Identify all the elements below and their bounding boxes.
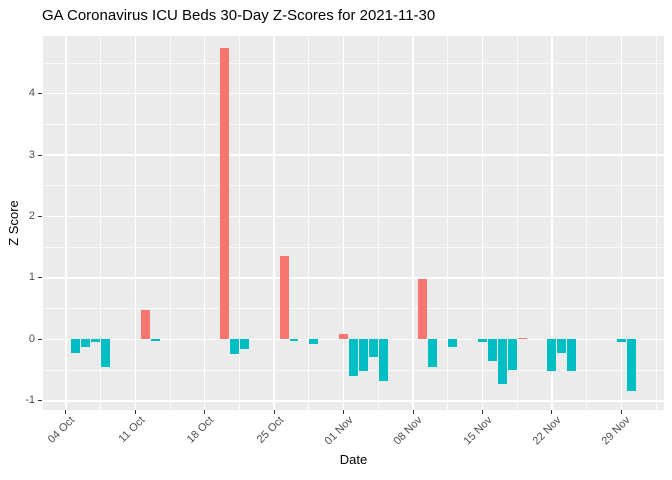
bar bbox=[616, 339, 626, 342]
y-tick-mark bbox=[38, 154, 42, 156]
bar bbox=[81, 339, 91, 348]
y-tick-mark bbox=[38, 93, 42, 95]
bar bbox=[349, 339, 358, 377]
gridline-minor-vertical bbox=[655, 36, 657, 410]
bar bbox=[428, 339, 438, 367]
gridline-minor-vertical bbox=[169, 36, 171, 410]
x-tick-mark bbox=[412, 410, 414, 414]
x-tick-mark bbox=[551, 410, 553, 414]
gridline-minor-vertical bbox=[377, 36, 379, 410]
bar bbox=[220, 48, 229, 340]
bar bbox=[229, 339, 239, 355]
y-tick-label: 0 bbox=[28, 332, 35, 345]
x-tick-label: 29 Nov bbox=[599, 414, 634, 448]
x-tick-mark bbox=[65, 410, 67, 414]
gridline-major-horizontal bbox=[43, 400, 664, 402]
gridline-minor-vertical bbox=[239, 36, 241, 410]
x-tick-label: 22 Nov bbox=[530, 414, 564, 448]
gridline-major-vertical bbox=[551, 36, 553, 410]
x-tick-label: 18 Oct bbox=[185, 414, 217, 446]
x-tick-mark bbox=[273, 410, 275, 414]
y-tick-label: 1 bbox=[28, 271, 35, 284]
gridline-minor-horizontal bbox=[43, 62, 664, 64]
bar bbox=[497, 339, 507, 384]
bar bbox=[626, 339, 636, 391]
bar bbox=[507, 339, 517, 371]
gridline-major-vertical bbox=[203, 36, 206, 410]
y-tick-label: 2 bbox=[28, 210, 35, 223]
gridline-major-vertical bbox=[342, 36, 345, 410]
bar bbox=[547, 339, 557, 371]
bar bbox=[91, 339, 101, 342]
gridline-minor-vertical bbox=[586, 36, 588, 410]
bar bbox=[289, 339, 299, 342]
bar bbox=[477, 339, 487, 342]
gridline-minor-horizontal bbox=[43, 124, 664, 126]
bar bbox=[339, 333, 349, 340]
y-tick-mark bbox=[38, 216, 42, 218]
y-tick-mark bbox=[38, 277, 42, 279]
gridline-minor-horizontal bbox=[43, 185, 664, 187]
bar bbox=[557, 339, 567, 354]
y-tick-label: 4 bbox=[28, 87, 35, 100]
x-tick-label: 08 Nov bbox=[391, 414, 425, 448]
gridline-minor-vertical bbox=[100, 36, 102, 410]
bar bbox=[309, 339, 319, 345]
x-tick-mark bbox=[620, 410, 622, 414]
bar bbox=[378, 339, 388, 382]
y-tick-mark bbox=[38, 400, 42, 402]
bar bbox=[358, 339, 368, 372]
gridline-major-vertical bbox=[65, 36, 67, 410]
x-tick-label: 25 Oct bbox=[254, 414, 286, 446]
bar bbox=[140, 309, 150, 340]
y-tick-mark bbox=[38, 338, 42, 340]
bar bbox=[150, 339, 160, 342]
x-tick-label: 15 Nov bbox=[461, 414, 495, 448]
bar bbox=[368, 339, 378, 358]
gridline-major-vertical bbox=[412, 36, 414, 410]
gridline-major-vertical bbox=[273, 36, 275, 410]
gridline-minor-vertical bbox=[516, 36, 518, 410]
bar bbox=[239, 339, 249, 350]
gridline-minor-vertical bbox=[447, 36, 449, 410]
gridline-major-horizontal bbox=[43, 154, 664, 156]
gridline-major-vertical bbox=[481, 36, 484, 410]
y-tick-label: -1 bbox=[25, 394, 35, 407]
bar bbox=[567, 339, 577, 371]
x-tick-label: 11 Oct bbox=[116, 414, 148, 446]
plot-panel bbox=[43, 36, 664, 410]
bar bbox=[517, 337, 527, 340]
x-tick-mark bbox=[343, 410, 345, 414]
bar bbox=[418, 279, 428, 340]
gridline-minor-horizontal bbox=[43, 308, 664, 310]
gridline-major-horizontal bbox=[43, 215, 664, 218]
gridline-major-vertical bbox=[134, 36, 136, 410]
gridline-minor-vertical bbox=[308, 36, 310, 410]
gridline-major-horizontal bbox=[43, 277, 664, 279]
gridline-major-horizontal bbox=[43, 92, 664, 95]
y-tick-label: 3 bbox=[28, 148, 35, 161]
bar bbox=[101, 339, 110, 367]
bar bbox=[487, 339, 497, 362]
x-tick-label: 01 Nov bbox=[322, 414, 356, 448]
x-tick-label: 04 Oct bbox=[46, 414, 78, 446]
x-axis-title: Date bbox=[339, 452, 368, 467]
x-tick-mark bbox=[481, 410, 483, 414]
gridline-major-vertical bbox=[620, 36, 623, 410]
x-tick-mark bbox=[204, 410, 206, 414]
bar bbox=[279, 255, 289, 340]
bar bbox=[71, 339, 81, 353]
chart-title: GA Coronavirus ICU Beds 30-Day Z-Scores … bbox=[42, 7, 436, 24]
x-tick-mark bbox=[134, 410, 136, 414]
bar bbox=[448, 339, 458, 347]
gridline-minor-horizontal bbox=[43, 246, 664, 248]
